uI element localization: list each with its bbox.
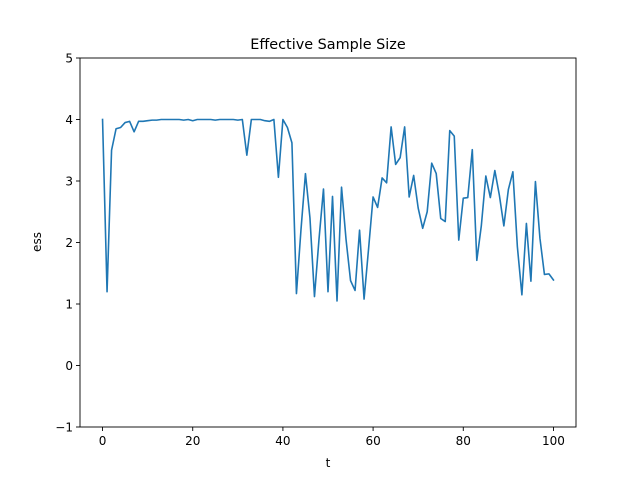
x-axis-label: t <box>326 456 331 470</box>
y-tick-label: 4 <box>65 113 73 127</box>
x-tick-label: 100 <box>542 434 565 448</box>
plot-area: 0 20 40 60 80 100 −1 0 1 2 3 4 5 <box>55 52 577 448</box>
y-tick-label: 3 <box>65 175 73 189</box>
y-tick-label: 5 <box>65 52 73 66</box>
x-tick-label: 20 <box>185 434 200 448</box>
y-tick-label: 0 <box>65 359 73 373</box>
x-tick-label: 80 <box>456 434 471 448</box>
x-tick-label: 60 <box>365 434 380 448</box>
x-tick-label: 40 <box>275 434 290 448</box>
y-tick-label: 1 <box>65 298 73 312</box>
chart-title: Effective Sample Size <box>250 37 406 53</box>
y-tick-label: −1 <box>55 421 73 435</box>
x-tick-label: 0 <box>99 434 107 448</box>
y-axis-label: ess <box>30 232 44 252</box>
y-tick-label: 2 <box>65 236 73 250</box>
series-line-0 <box>101 118 555 302</box>
